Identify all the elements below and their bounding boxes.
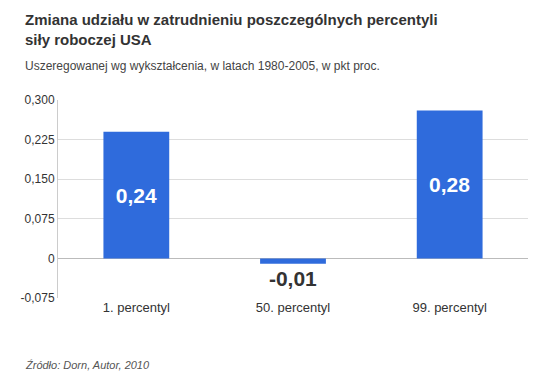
svg-text:0,24: 0,24 [116, 184, 157, 207]
svg-text:0,150: 0,150 [25, 172, 55, 186]
svg-text:-0,01: -0,01 [269, 267, 317, 290]
svg-text:0,28: 0,28 [429, 173, 470, 196]
svg-text:Źródło: Dorn, Autor, 2010: Źródło: Dorn, Autor, 2010 [25, 359, 150, 371]
svg-text:99. percentyl: 99. percentyl [412, 300, 487, 315]
svg-text:0,225: 0,225 [25, 133, 55, 147]
svg-text:Zmiana udziału w zatrudnieniu: Zmiana udziału w zatrudnieniu poszczegól… [25, 11, 438, 48]
svg-text:0,300: 0,300 [25, 93, 55, 107]
svg-text:50. percentyl: 50. percentyl [256, 300, 331, 315]
svg-text:1. percentyl: 1. percentyl [103, 300, 170, 315]
svg-text:-0,075: -0,075 [21, 291, 55, 305]
svg-text:0,075: 0,075 [25, 212, 55, 226]
svg-text:Uszeregowanej wg wykształcenia: Uszeregowanej wg wykształcenia, w latach… [25, 59, 380, 73]
svg-text:0: 0 [48, 252, 55, 266]
